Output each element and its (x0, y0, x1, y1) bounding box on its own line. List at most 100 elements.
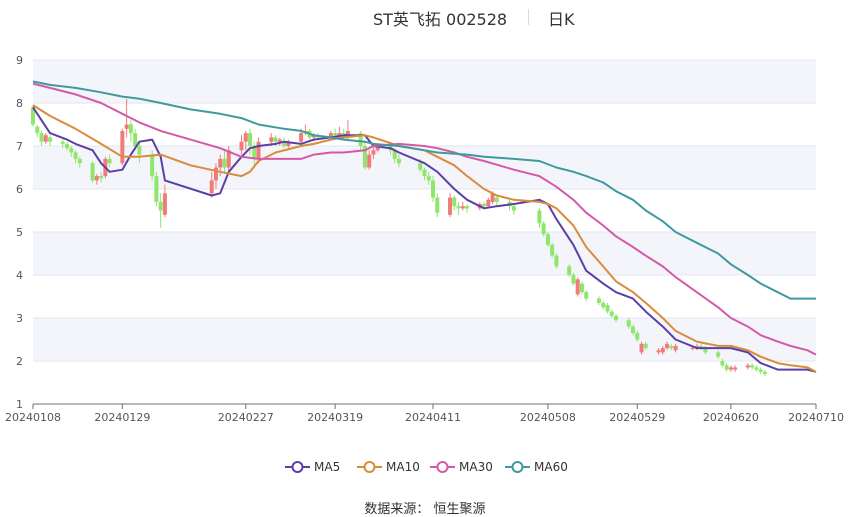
candle-body (486, 199, 491, 207)
candle-body (669, 345, 674, 349)
candle-body (579, 283, 584, 293)
legend-item-ma60[interactable]: MA60 (505, 457, 568, 477)
candle-body (665, 343, 670, 349)
candle-body (345, 130, 350, 138)
legend-label-ma60: MA60 (534, 460, 568, 474)
candle-body (375, 146, 380, 151)
legend-item-ma30[interactable]: MA30 (430, 457, 493, 477)
candle-body (158, 201, 163, 211)
candle-body (537, 210, 542, 224)
candle-body (490, 193, 495, 202)
candle-body (333, 133, 338, 136)
candle-body (90, 163, 95, 181)
x-tick-label: 20240227 (218, 411, 274, 424)
candle-body (699, 345, 704, 349)
candle-body (77, 158, 82, 164)
candle-body (69, 148, 74, 153)
candle-body (213, 167, 218, 181)
candle-body (494, 197, 499, 202)
candle-body (596, 298, 601, 303)
candle-body (605, 305, 610, 312)
candle-body (226, 150, 231, 168)
candle-body (150, 154, 155, 177)
candle-body (601, 302, 606, 308)
candle-body (431, 180, 436, 198)
ma-line-ma30 (32, 82, 817, 356)
candle-body (256, 141, 261, 159)
x-tick-label: 20240620 (703, 411, 759, 424)
legend-marker-ma5 (285, 461, 310, 473)
ma-line-ma60 (32, 80, 816, 300)
candle-body (754, 367, 759, 370)
candle-body (728, 367, 733, 370)
candle-body (567, 266, 572, 275)
x-tick-label: 20240529 (609, 411, 665, 424)
y-tick-label: 5 (16, 226, 23, 239)
candle-body (422, 169, 427, 177)
legend-label-ma5: MA5 (314, 460, 341, 474)
legend-item-ma5[interactable]: MA5 (285, 457, 340, 477)
data-source: 数据来源： 恒生聚源 (364, 502, 486, 517)
candle-body (465, 206, 470, 209)
candle-body (162, 193, 167, 215)
candle-body (311, 135, 316, 138)
candle-body (358, 133, 363, 146)
candle-body (107, 158, 112, 164)
candle-body (248, 133, 253, 146)
candle-body (252, 146, 257, 159)
candle-body (448, 197, 453, 215)
candle-body (137, 146, 142, 155)
candle-body (762, 371, 767, 374)
candle-body (273, 137, 278, 142)
candle-body (35, 126, 40, 134)
ma-line-ma10 (32, 104, 817, 373)
candle-body (48, 137, 53, 142)
candle-body (626, 320, 631, 327)
candle-body (328, 133, 333, 138)
grid-band (33, 60, 816, 103)
legend-marker-ma10 (357, 461, 382, 473)
legend-item-ma10[interactable]: MA10 (357, 457, 420, 477)
candle-body (482, 204, 487, 207)
candle-body (631, 326, 636, 334)
candle-body (60, 141, 65, 144)
chart-title: ST英飞拓 002528 日K (0, 6, 850, 29)
candle-body (65, 143, 70, 149)
candle-body (716, 352, 721, 357)
y-tick-label: 3 (16, 312, 23, 325)
candle-body (694, 345, 699, 349)
candle-body (133, 133, 138, 146)
grid-band (33, 318, 816, 361)
legend-label-ma10: MA10 (386, 460, 420, 474)
candle-body (703, 348, 708, 353)
candle-body (724, 365, 729, 370)
candle-body (396, 158, 401, 164)
candle-body (452, 197, 457, 207)
y-tick-label: 4 (16, 269, 23, 282)
candle-body (554, 255, 559, 267)
y-tick-label: 9 (16, 54, 23, 67)
candle-body (545, 234, 550, 245)
candle-body (426, 176, 431, 181)
candle-body (609, 311, 614, 316)
candle-body (299, 133, 304, 142)
candle-body (456, 206, 461, 209)
candle-body (218, 158, 223, 168)
candle-body (460, 206, 465, 209)
candle-body (362, 146, 367, 168)
x-tick-label: 20240508 (520, 411, 576, 424)
candle-body (418, 163, 423, 170)
legend-marker-ma60 (505, 461, 530, 473)
y-tick-label: 2 (16, 355, 23, 368)
candle-body (745, 365, 750, 368)
candle-body (124, 124, 129, 129)
candle-body (286, 141, 291, 146)
candle-body (635, 333, 640, 340)
candle-body (656, 350, 661, 353)
candle-body (550, 244, 555, 256)
ma-line-ma5 (32, 106, 817, 373)
x-tick-label: 20240710 (788, 411, 844, 424)
x-tick-label: 20240319 (307, 411, 363, 424)
candle-body (120, 130, 125, 164)
